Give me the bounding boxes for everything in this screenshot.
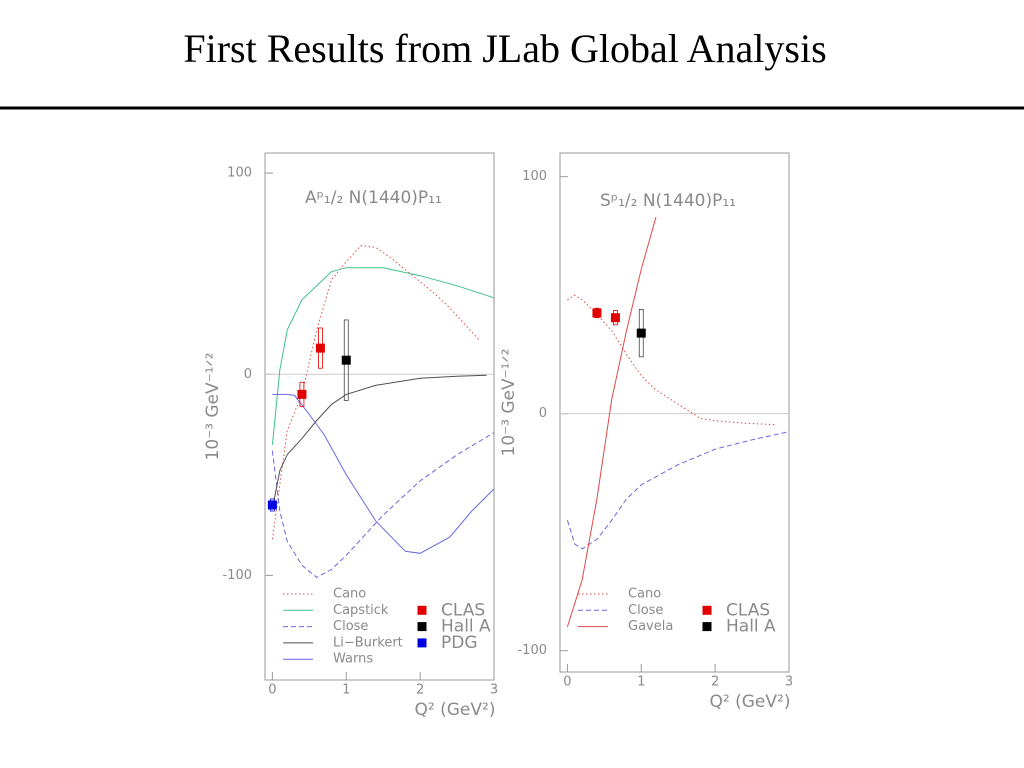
x-tick-label: 1 — [342, 683, 350, 698]
y-tick-label: -100 — [517, 643, 547, 658]
data-point — [636, 328, 646, 338]
data-point — [315, 343, 325, 353]
curve — [567, 294, 775, 426]
legend-label: Cano — [333, 587, 366, 602]
legend-label: CLAS — [726, 600, 770, 620]
legend-marker — [702, 622, 712, 632]
curve — [273, 374, 487, 502]
data-point — [341, 355, 351, 365]
y-tick-label: 100 — [522, 169, 547, 184]
y-tick-label: 0 — [244, 367, 252, 382]
y-tick-label: -100 — [222, 568, 252, 583]
curve — [566, 216, 657, 628]
legend-marker — [417, 605, 427, 615]
data-point — [267, 500, 277, 510]
data-point — [592, 308, 602, 318]
curve — [566, 431, 790, 550]
x-tick-label: 1 — [637, 675, 645, 690]
legend-label: Close — [333, 619, 368, 634]
x-axis-label: Q² (GeV²) — [415, 700, 496, 720]
legend-label: Warns — [333, 652, 373, 667]
legend-label: Capstick — [333, 603, 389, 618]
legend-label: Hall A — [441, 617, 491, 637]
legend-label: Close — [628, 603, 663, 618]
legend-label: CLAS — [441, 600, 485, 620]
legend-marker — [417, 622, 427, 632]
x-tick-label: 2 — [416, 683, 424, 698]
y-axis-label: 10⁻³ GeV⁻¹ᐟ² — [499, 349, 519, 457]
legend-marker — [702, 605, 712, 615]
curve — [271, 267, 495, 445]
y-axis-label: 10⁻³ GeV⁻¹ᐟ² — [203, 353, 223, 461]
x-tick-label: 0 — [268, 683, 276, 698]
curve — [272, 393, 495, 554]
legend-marker — [417, 638, 427, 648]
legend-label: Li−Burkert — [333, 635, 403, 650]
y-tick-label: 0 — [539, 406, 547, 421]
annotation: Aᵖ₁/₂ N(1440)P₁₁ — [305, 188, 442, 208]
x-tick-label: 2 — [711, 675, 719, 690]
x-tick-label: 3 — [785, 675, 793, 690]
data-point — [610, 313, 620, 323]
data-point — [297, 389, 307, 399]
curve — [271, 432, 495, 578]
x-axis-label: Q² (GeV²) — [710, 692, 791, 712]
plot-frame — [264, 152, 495, 681]
legend-label: PDG — [441, 633, 478, 653]
y-tick-label: 100 — [227, 166, 252, 181]
plot-frame — [559, 152, 790, 673]
legend-label: Hall A — [726, 617, 776, 637]
legend-label: Cano — [628, 587, 661, 602]
legend-label: Gavela — [628, 619, 673, 634]
x-tick-label: 3 — [490, 683, 498, 698]
annotation: Sᵖ₁/₂ N(1440)P₁₁ — [600, 191, 736, 211]
x-tick-label: 0 — [563, 675, 571, 690]
slide-title: First Results from JLab Global Analysis — [183, 26, 826, 71]
curve — [271, 244, 480, 540]
